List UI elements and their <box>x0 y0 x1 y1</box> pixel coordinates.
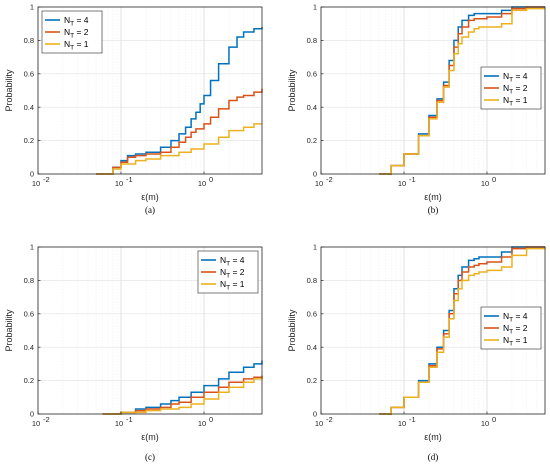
panel-caption: (c) <box>145 452 155 462</box>
legend-label: NT = 2 <box>220 267 245 280</box>
y-tick-label: 0.2 <box>307 376 317 385</box>
y-tick-label: 0.8 <box>307 36 317 45</box>
y-tick-label: 0.2 <box>24 136 34 145</box>
x-tick-exponent: -2 <box>43 175 50 184</box>
y-tick-label: 0.6 <box>24 309 34 318</box>
panel-caption: (d) <box>428 452 439 462</box>
y-tick-label: 0.8 <box>24 36 34 45</box>
legend-label: NT = 4 <box>503 71 528 84</box>
panel-caption: (b) <box>428 205 439 215</box>
legend: NT = 4NT = 2NT = 1 <box>480 66 542 110</box>
x-axis-label: ε(m) <box>141 432 159 442</box>
x-tick-exponent: -1 <box>126 175 133 184</box>
x-tick-label: 10 <box>115 419 123 428</box>
x-tick-exponent: 0 <box>209 415 213 424</box>
y-axis-label: Probability <box>287 69 297 112</box>
y-tick-label: 0 <box>30 410 34 419</box>
y-tick-label: 0.4 <box>24 103 34 112</box>
legend: NT = 4NT = 2NT = 1 <box>41 10 103 54</box>
series-line-2 <box>96 88 263 175</box>
y-axis-label: Probability <box>4 309 14 352</box>
axes-frame <box>37 246 263 415</box>
legend-label: NT = 4 <box>64 15 89 28</box>
y-tick-label: 1 <box>313 3 317 12</box>
axes-frame <box>320 246 546 415</box>
x-tick-label: 10 <box>32 419 40 428</box>
legend-label: NT = 1 <box>503 95 528 108</box>
x-axis-label: ε(m) <box>424 432 442 442</box>
legend-label: NT = 1 <box>503 335 528 348</box>
y-tick-label: 0.4 <box>24 343 34 352</box>
x-tick-label: 10 <box>115 179 123 188</box>
y-tick-label: 0.4 <box>307 343 317 352</box>
y-tick-label: 0.4 <box>307 103 317 112</box>
series-line-3 <box>379 7 545 175</box>
legend-label: NT = 2 <box>64 27 89 40</box>
panel-caption: (a) <box>145 205 155 215</box>
legend-label: NT = 4 <box>220 255 245 268</box>
x-axis-label: ε(m) <box>141 192 159 202</box>
legend-label: NT = 1 <box>220 279 245 292</box>
x-axis-label: ε(m) <box>424 192 442 202</box>
legend: NT = 4NT = 2NT = 1 <box>480 306 542 350</box>
x-tick-exponent: -1 <box>126 415 133 424</box>
series-line-2 <box>102 375 263 415</box>
x-tick-exponent: -2 <box>43 415 50 424</box>
y-tick-label: 0 <box>313 170 317 179</box>
y-tick-label: 0.6 <box>24 69 34 78</box>
x-tick-label: 10 <box>481 419 489 428</box>
x-tick-label: 10 <box>198 179 206 188</box>
y-tick-label: 1 <box>313 243 317 252</box>
legend-label: NT = 2 <box>503 323 528 336</box>
x-tick-exponent: 0 <box>209 175 213 184</box>
y-tick-label: 0.2 <box>24 376 34 385</box>
axes-frame <box>320 6 546 175</box>
series-line-1 <box>96 27 263 175</box>
x-tick-label: 10 <box>315 419 323 428</box>
y-tick-label: 0.6 <box>307 69 317 78</box>
y-tick-label: 0.8 <box>307 276 317 285</box>
x-tick-exponent: 0 <box>492 175 496 184</box>
y-axis-label: Probability <box>287 309 297 352</box>
x-tick-exponent: -2 <box>326 175 333 184</box>
x-tick-label: 10 <box>32 179 40 188</box>
x-tick-exponent: -1 <box>409 175 416 184</box>
y-tick-label: 0.6 <box>307 309 317 318</box>
x-tick-exponent: -1 <box>409 415 416 424</box>
series-line-3 <box>379 247 546 415</box>
x-tick-label: 10 <box>481 179 489 188</box>
x-tick-label: 10 <box>315 179 323 188</box>
legend-label: NT = 1 <box>64 39 89 52</box>
axes-frame <box>37 6 263 175</box>
y-tick-label: 1 <box>30 3 34 12</box>
x-tick-exponent: -2 <box>326 415 333 424</box>
series-line-3 <box>102 377 263 415</box>
x-tick-exponent: 0 <box>492 415 496 424</box>
y-tick-label: 0.8 <box>24 276 34 285</box>
y-axis-label: Probability <box>4 69 14 112</box>
x-tick-label: 10 <box>398 179 406 188</box>
legend: NT = 4NT = 2NT = 1 <box>197 250 259 294</box>
y-tick-label: 0 <box>30 170 34 179</box>
y-tick-label: 0.2 <box>307 136 317 145</box>
legend-label: NT = 2 <box>503 83 528 96</box>
y-tick-label: 0 <box>313 410 317 419</box>
y-tick-label: 1 <box>30 243 34 252</box>
series-line-3 <box>96 123 262 175</box>
x-tick-label: 10 <box>398 419 406 428</box>
x-tick-label: 10 <box>198 419 206 428</box>
legend-label: NT = 4 <box>503 311 528 324</box>
